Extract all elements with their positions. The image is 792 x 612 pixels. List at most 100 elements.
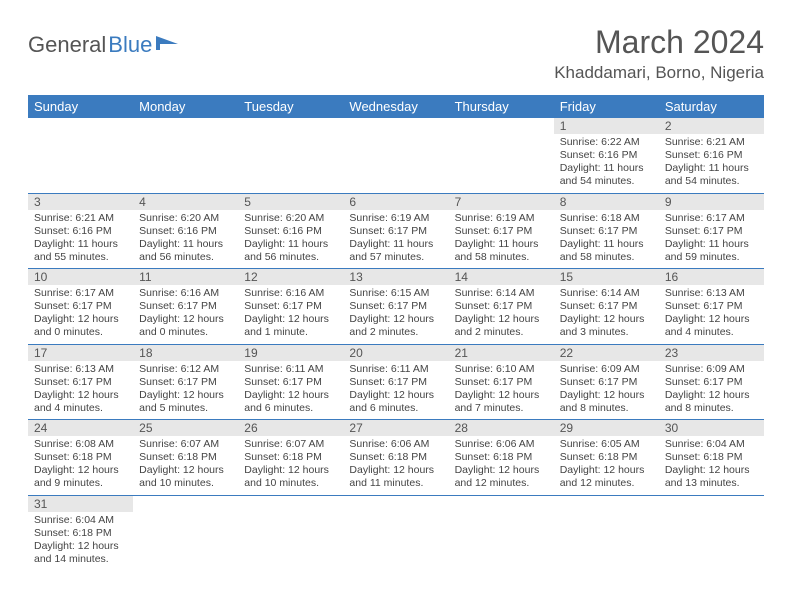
day-body: Sunrise: 6:21 AMSunset: 6:16 PMDaylight:… [659, 134, 764, 193]
weekday-header: Saturday [659, 95, 764, 118]
brand-general: General [28, 32, 106, 58]
calendar-cell: 10Sunrise: 6:17 AMSunset: 6:17 PMDayligh… [28, 269, 133, 345]
calendar-cell: 17Sunrise: 6:13 AMSunset: 6:17 PMDayligh… [28, 344, 133, 420]
day-body: Sunrise: 6:08 AMSunset: 6:18 PMDaylight:… [28, 436, 133, 495]
title-block: March 2024 Khaddamari, Borno, Nigeria [554, 24, 764, 83]
day-body: Sunrise: 6:06 AMSunset: 6:18 PMDaylight:… [343, 436, 448, 495]
calendar-cell: 3Sunrise: 6:21 AMSunset: 6:16 PMDaylight… [28, 193, 133, 269]
day-body: Sunrise: 6:05 AMSunset: 6:18 PMDaylight:… [554, 436, 659, 495]
flag-icon [156, 32, 182, 58]
day-number: 26 [238, 420, 343, 436]
calendar-cell [659, 495, 764, 570]
calendar-cell: 26Sunrise: 6:07 AMSunset: 6:18 PMDayligh… [238, 420, 343, 496]
day-number: 28 [449, 420, 554, 436]
day-body: Sunrise: 6:21 AMSunset: 6:16 PMDaylight:… [28, 210, 133, 269]
day-number: 29 [554, 420, 659, 436]
calendar-cell: 13Sunrise: 6:15 AMSunset: 6:17 PMDayligh… [343, 269, 448, 345]
day-number: 17 [28, 345, 133, 361]
day-number: 24 [28, 420, 133, 436]
day-number: 4 [133, 194, 238, 210]
day-number: 18 [133, 345, 238, 361]
day-number: 3 [28, 194, 133, 210]
day-body: Sunrise: 6:04 AMSunset: 6:18 PMDaylight:… [659, 436, 764, 495]
calendar-cell: 8Sunrise: 6:18 AMSunset: 6:17 PMDaylight… [554, 193, 659, 269]
day-body: Sunrise: 6:12 AMSunset: 6:17 PMDaylight:… [133, 361, 238, 420]
day-number: 21 [449, 345, 554, 361]
calendar-cell [238, 118, 343, 193]
calendar-cell: 5Sunrise: 6:20 AMSunset: 6:16 PMDaylight… [238, 193, 343, 269]
day-number: 9 [659, 194, 764, 210]
day-body: Sunrise: 6:07 AMSunset: 6:18 PMDaylight:… [238, 436, 343, 495]
calendar-cell: 6Sunrise: 6:19 AMSunset: 6:17 PMDaylight… [343, 193, 448, 269]
day-body: Sunrise: 6:13 AMSunset: 6:17 PMDaylight:… [659, 285, 764, 344]
day-number: 23 [659, 345, 764, 361]
day-body: Sunrise: 6:20 AMSunset: 6:16 PMDaylight:… [238, 210, 343, 269]
day-body: Sunrise: 6:11 AMSunset: 6:17 PMDaylight:… [343, 361, 448, 420]
calendar-row: 31Sunrise: 6:04 AMSunset: 6:18 PMDayligh… [28, 495, 764, 570]
day-body: Sunrise: 6:11 AMSunset: 6:17 PMDaylight:… [238, 361, 343, 420]
calendar-cell [133, 495, 238, 570]
calendar-cell: 12Sunrise: 6:16 AMSunset: 6:17 PMDayligh… [238, 269, 343, 345]
day-number: 15 [554, 269, 659, 285]
calendar-cell [343, 495, 448, 570]
weekday-header: Monday [133, 95, 238, 118]
day-number: 13 [343, 269, 448, 285]
calendar-cell: 18Sunrise: 6:12 AMSunset: 6:17 PMDayligh… [133, 344, 238, 420]
day-body: Sunrise: 6:15 AMSunset: 6:17 PMDaylight:… [343, 285, 448, 344]
weekday-header: Tuesday [238, 95, 343, 118]
day-body: Sunrise: 6:14 AMSunset: 6:17 PMDaylight:… [554, 285, 659, 344]
calendar-cell: 15Sunrise: 6:14 AMSunset: 6:17 PMDayligh… [554, 269, 659, 345]
day-number: 6 [343, 194, 448, 210]
day-body: Sunrise: 6:13 AMSunset: 6:17 PMDaylight:… [28, 361, 133, 420]
day-number: 31 [28, 496, 133, 512]
day-body: Sunrise: 6:19 AMSunset: 6:17 PMDaylight:… [449, 210, 554, 269]
day-body: Sunrise: 6:19 AMSunset: 6:17 PMDaylight:… [343, 210, 448, 269]
day-number: 16 [659, 269, 764, 285]
calendar-cell: 21Sunrise: 6:10 AMSunset: 6:17 PMDayligh… [449, 344, 554, 420]
calendar-cell: 14Sunrise: 6:14 AMSunset: 6:17 PMDayligh… [449, 269, 554, 345]
day-body: Sunrise: 6:07 AMSunset: 6:18 PMDaylight:… [133, 436, 238, 495]
calendar-cell: 27Sunrise: 6:06 AMSunset: 6:18 PMDayligh… [343, 420, 448, 496]
day-number: 7 [449, 194, 554, 210]
calendar-cell: 24Sunrise: 6:08 AMSunset: 6:18 PMDayligh… [28, 420, 133, 496]
day-number: 10 [28, 269, 133, 285]
day-number: 19 [238, 345, 343, 361]
calendar-cell: 28Sunrise: 6:06 AMSunset: 6:18 PMDayligh… [449, 420, 554, 496]
calendar-cell [343, 118, 448, 193]
month-title: March 2024 [554, 24, 764, 61]
calendar-cell: 22Sunrise: 6:09 AMSunset: 6:17 PMDayligh… [554, 344, 659, 420]
calendar-cell [238, 495, 343, 570]
calendar-row: 17Sunrise: 6:13 AMSunset: 6:17 PMDayligh… [28, 344, 764, 420]
calendar-body: 1Sunrise: 6:22 AMSunset: 6:16 PMDaylight… [28, 118, 764, 570]
weekday-header: Wednesday [343, 95, 448, 118]
calendar-cell [28, 118, 133, 193]
calendar-cell: 31Sunrise: 6:04 AMSunset: 6:18 PMDayligh… [28, 495, 133, 570]
calendar-cell: 7Sunrise: 6:19 AMSunset: 6:17 PMDaylight… [449, 193, 554, 269]
calendar-cell: 19Sunrise: 6:11 AMSunset: 6:17 PMDayligh… [238, 344, 343, 420]
day-body: Sunrise: 6:10 AMSunset: 6:17 PMDaylight:… [449, 361, 554, 420]
day-number: 2 [659, 118, 764, 134]
calendar-row: 24Sunrise: 6:08 AMSunset: 6:18 PMDayligh… [28, 420, 764, 496]
calendar-cell [133, 118, 238, 193]
calendar-table: SundayMondayTuesdayWednesdayThursdayFrid… [28, 95, 764, 570]
calendar-row: 10Sunrise: 6:17 AMSunset: 6:17 PMDayligh… [28, 269, 764, 345]
weekday-header: Friday [554, 95, 659, 118]
calendar-cell [449, 495, 554, 570]
day-body: Sunrise: 6:16 AMSunset: 6:17 PMDaylight:… [133, 285, 238, 344]
calendar-cell [554, 495, 659, 570]
day-number: 5 [238, 194, 343, 210]
day-body: Sunrise: 6:09 AMSunset: 6:17 PMDaylight:… [554, 361, 659, 420]
day-number: 12 [238, 269, 343, 285]
day-number: 11 [133, 269, 238, 285]
day-body: Sunrise: 6:14 AMSunset: 6:17 PMDaylight:… [449, 285, 554, 344]
day-body: Sunrise: 6:22 AMSunset: 6:16 PMDaylight:… [554, 134, 659, 193]
calendar-row: 1Sunrise: 6:22 AMSunset: 6:16 PMDaylight… [28, 118, 764, 193]
calendar-cell: 29Sunrise: 6:05 AMSunset: 6:18 PMDayligh… [554, 420, 659, 496]
header: GeneralBlue March 2024 Khaddamari, Borno… [28, 24, 764, 83]
day-number: 30 [659, 420, 764, 436]
calendar-cell [449, 118, 554, 193]
weekday-header: Sunday [28, 95, 133, 118]
day-body: Sunrise: 6:18 AMSunset: 6:17 PMDaylight:… [554, 210, 659, 269]
day-body: Sunrise: 6:16 AMSunset: 6:17 PMDaylight:… [238, 285, 343, 344]
calendar-cell: 9Sunrise: 6:17 AMSunset: 6:17 PMDaylight… [659, 193, 764, 269]
